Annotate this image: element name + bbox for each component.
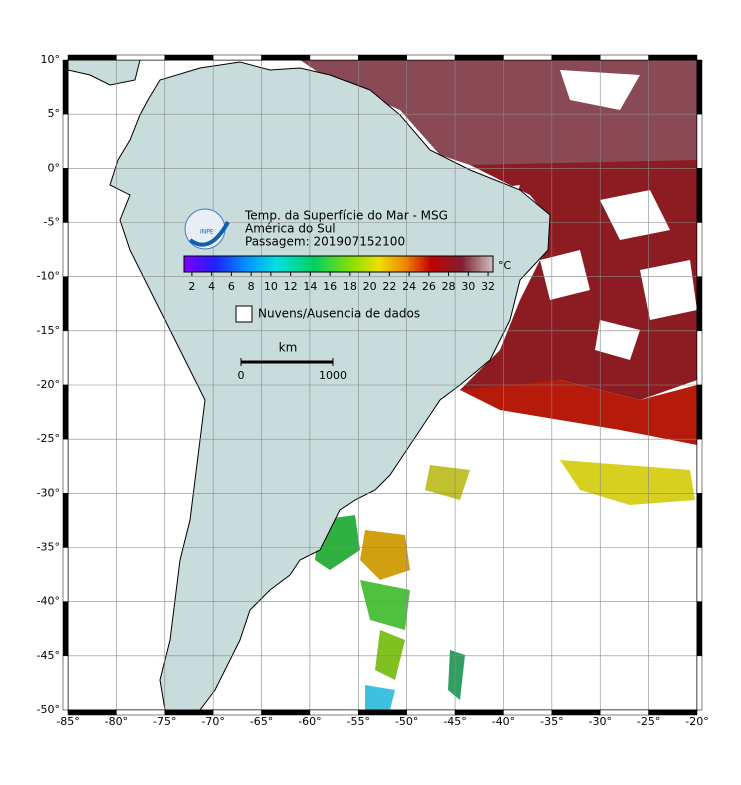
lon-tick-label: -20° <box>685 715 708 728</box>
frame-segment <box>62 493 69 548</box>
lon-tick-label: -35° <box>540 715 563 728</box>
lon-tick-label: -70° <box>201 715 224 728</box>
colorbar-tick-label: 18 <box>343 280 357 293</box>
frame-segment <box>62 438 69 494</box>
scale-tick-label: 0 <box>238 369 245 382</box>
colorbar-unit: °C <box>498 259 512 272</box>
frame-segment <box>62 59 69 115</box>
frame-segment <box>696 384 703 440</box>
frame-segment <box>116 54 166 61</box>
legend-swatch <box>235 305 253 323</box>
title-line: Temp. da Superfície do Mar - MSG <box>244 209 448 223</box>
lat-tick-label: -5° <box>44 216 60 229</box>
frame-segment <box>599 54 649 61</box>
frame-segment <box>696 493 703 548</box>
lon-tick-label: -45° <box>443 715 466 728</box>
frame-segment <box>551 54 601 61</box>
scale-tick-label: 1000 <box>319 369 347 382</box>
frame-segment <box>696 59 703 115</box>
colorbar-tick-label: 14 <box>303 280 317 293</box>
colorbar-tick-label: 30 <box>461 280 475 293</box>
frame-segment <box>696 168 703 223</box>
frame-segment <box>62 330 69 386</box>
colorbar-tick-label: 2 <box>188 280 195 293</box>
logo-arrow <box>188 221 230 247</box>
frame-segment <box>212 54 262 61</box>
frame-segment <box>358 54 407 61</box>
lon-tick-label: -85° <box>56 715 79 728</box>
logo-text: INPE <box>200 229 214 236</box>
lon-tick-label: -75° <box>153 715 176 728</box>
lon-tick-label: -60° <box>298 715 321 728</box>
colorbar-tick-label: 28 <box>442 280 456 293</box>
frame-segment <box>67 54 117 61</box>
lon-tick-label: -50° <box>395 715 418 728</box>
central-america <box>68 60 141 86</box>
legend-label: Nuvens/Ausencia de dados <box>258 307 420 321</box>
lon-tick-label: -55° <box>347 715 370 728</box>
lat-tick-label: 5° <box>48 107 61 120</box>
lat-tick-label: -20° <box>37 378 60 391</box>
lon-tick-label: -80° <box>105 715 128 728</box>
lon-tick-label: -30° <box>588 715 611 728</box>
colorbar-tick-label: 6 <box>228 280 235 293</box>
lat-tick-label: -25° <box>37 432 60 445</box>
lat-tick-label: -50° <box>37 703 60 716</box>
frame-segment <box>696 547 703 602</box>
colorbar-tick-label: 12 <box>284 280 298 293</box>
frame-segment <box>696 222 703 277</box>
frame-segment <box>696 113 703 169</box>
title-line: Passagem: 201907152100 <box>245 235 405 249</box>
frame-segment <box>696 601 703 657</box>
lat-tick-label: 10° <box>41 53 61 66</box>
lat-tick-label: -45° <box>37 649 60 662</box>
lon-tick-label: -65° <box>250 715 273 728</box>
frame-segment <box>62 547 69 602</box>
lat-tick-label: 0° <box>48 161 61 174</box>
logo: INPE <box>184 208 230 250</box>
lon-tick-label: -25° <box>637 715 660 728</box>
frame-segment <box>696 438 703 494</box>
frame-segment <box>62 168 69 223</box>
map-area <box>68 60 697 710</box>
colorbar-tick-label: 26 <box>422 280 436 293</box>
colorbar-tick-label: 20 <box>363 280 377 293</box>
frame-segment <box>503 54 553 61</box>
lat-tick-label: -40° <box>37 595 60 608</box>
frame-segment <box>62 655 69 711</box>
frame-segment <box>62 384 69 440</box>
colorbar-tick-label: 10 <box>264 280 278 293</box>
frame-segment <box>62 222 69 277</box>
colorbar <box>183 255 494 273</box>
colorbar-tick-label: 16 <box>323 280 337 293</box>
frame-segment <box>696 330 703 386</box>
frame-segment <box>309 54 359 61</box>
colorbar-tick-label: 8 <box>248 280 255 293</box>
frame-segment <box>648 54 698 61</box>
clouds <box>480 70 697 360</box>
colorbar-tick-label: 4 <box>208 280 215 293</box>
frame-segment <box>648 709 698 716</box>
sst-red <box>460 380 697 445</box>
frame-segment <box>62 113 69 169</box>
colorbar-tick-label: 22 <box>382 280 396 293</box>
frame-segment <box>261 54 311 61</box>
frame-segment <box>454 54 504 61</box>
lat-tick-label: -15° <box>37 324 60 337</box>
frame-segment <box>62 601 69 657</box>
frame-segment <box>696 276 703 332</box>
frame-segment <box>164 54 214 61</box>
lon-tick-label: -40° <box>492 715 515 728</box>
colorbar-tick-label: 24 <box>402 280 416 293</box>
frame-segment <box>62 276 69 332</box>
lat-tick-label: -10° <box>37 270 60 283</box>
lat-tick-label: -30° <box>37 486 60 499</box>
frame-segment <box>406 54 456 61</box>
title-line: América do Sul <box>245 222 336 236</box>
colorbar-tick-label: 32 <box>481 280 495 293</box>
scale-unit: km <box>279 341 298 355</box>
lat-tick-label: -35° <box>37 541 60 554</box>
frame-segment <box>696 655 703 711</box>
